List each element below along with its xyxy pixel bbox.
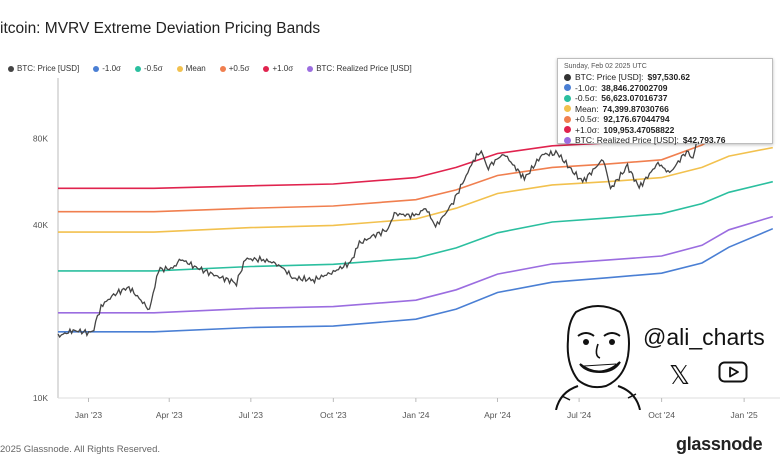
y-tick-label: 10K	[33, 393, 48, 403]
x-tick-label: Apr '24	[484, 410, 511, 420]
legend-item[interactable]: -1.0σ	[93, 64, 121, 73]
series-line-band[interactable]	[58, 120, 773, 213]
x-tick-label: Oct '23	[320, 410, 347, 420]
tooltip-value: 38,846.27002709	[601, 82, 668, 93]
legend-item[interactable]: -0.5σ	[134, 64, 163, 73]
legend-item[interactable]: BTC: Price [USD]	[8, 64, 79, 73]
tooltip-label: -0.5σ:	[575, 93, 598, 103]
tooltip-dot-icon	[564, 126, 571, 134]
tooltip-label: +0.5σ:	[575, 114, 600, 124]
series-line-band[interactable]	[58, 227, 774, 333]
legend-dot-icon	[93, 65, 100, 72]
legend-dot-icon	[307, 65, 314, 72]
watermark	[548, 300, 780, 411]
legend-label: -0.5σ	[143, 64, 163, 73]
chart-legend: BTC: Price [USD] -1.0σ -0.5σ Mean +0.5σ +1.0σ…	[8, 64, 412, 73]
tooltip-dot-icon	[564, 136, 571, 144]
tooltip-dot-icon	[564, 94, 571, 102]
tooltip-value: 109,953.47058822	[603, 124, 675, 135]
legend-dot-icon	[263, 65, 270, 72]
glassnode-logo: glassnode	[676, 434, 763, 454]
tooltip-label: BTC: Realized Price [USD]:	[575, 135, 679, 145]
tooltip-row: Mean: 74,399.87030766	[564, 104, 766, 115]
legend-label: +1.0σ	[272, 64, 294, 73]
legend-dot-icon	[176, 65, 183, 72]
legend-label: BTC: Price [USD]	[17, 64, 80, 73]
x-logo-icon: 𝕏	[669, 360, 690, 390]
legend-item[interactable]: +0.5σ	[219, 64, 250, 73]
series-line-band[interactable]	[58, 180, 773, 272]
legend-label: -1.0σ	[102, 64, 121, 73]
x-tick-label: Oct '24	[648, 410, 675, 420]
copyright-footer: 2025 Glassnode. All Rights Reserved.	[0, 444, 161, 455]
y-tick-label: 40K	[33, 220, 48, 230]
tooltip-row: +0.5σ: 92,176.67044794	[564, 114, 766, 125]
tooltip-value: 92,176.67044794	[603, 114, 670, 124]
x-tick-label: Jan '25	[731, 410, 758, 420]
x-tick-label: Apr '23	[156, 410, 183, 420]
watermark-handle: @ali_charts	[643, 324, 765, 350]
series-line-btc-price[interactable]	[57, 100, 774, 339]
legend-label: +0.5σ	[228, 64, 250, 73]
tooltip-row: -1.0σ: 38,846.27002709	[564, 83, 766, 94]
tooltip-date: Sunday, Feb 02 2025 UTC	[564, 63, 647, 70]
tooltip-row: +1.0σ: 109,953.47058822	[564, 125, 766, 136]
x-tick-label: Jul '23	[239, 410, 264, 420]
chart-title: itcoin: MVRV Extreme Deviation Pricing B…	[0, 20, 321, 37]
legend-label: BTC: Realized Price [USD]	[316, 64, 412, 73]
legend-dot-icon	[8, 65, 14, 72]
tooltip-dot-icon	[564, 73, 571, 81]
legend-item[interactable]: +1.0σ	[263, 64, 293, 73]
tooltip-label: +1.0σ:	[575, 124, 600, 135]
legend-label: Mean	[185, 64, 206, 73]
tooltip-value: 56,623.07016737	[601, 93, 668, 103]
series-line-band[interactable]	[58, 215, 774, 314]
cartoon-face-icon	[555, 305, 641, 411]
youtube-icon	[718, 361, 748, 383]
tooltip-value: $42,793.76	[682, 135, 726, 145]
tooltip-dot-icon	[564, 84, 571, 92]
x-tick-label: Jan '24	[402, 410, 429, 420]
x-tick-label: Jan '23	[75, 410, 102, 420]
series-line-band[interactable]	[58, 146, 773, 233]
tooltip-label: BTC: Price [USD]:	[575, 72, 644, 82]
legend-item[interactable]: Mean	[176, 64, 206, 73]
x-tick-label: Jul '24	[567, 410, 592, 420]
legend-dot-icon	[219, 65, 226, 72]
chart-tooltip: Sunday, Feb 02 2025 UTC BTC: Price [USD]…	[557, 58, 773, 146]
tooltip-label: -1.0σ:	[575, 82, 598, 93]
y-tick-label: 80K	[33, 134, 48, 144]
tooltip-value: $97,530.62	[647, 72, 691, 82]
tooltip-label: Mean:	[575, 103, 599, 114]
tooltip-dot-icon	[564, 115, 571, 123]
tooltip-dot-icon	[564, 105, 571, 113]
tooltip-row: BTC: Realized Price [USD]: $42,793.76	[564, 135, 766, 146]
tooltip-row: -0.5σ: 56,623.07016737	[564, 93, 766, 104]
legend-dot-icon	[134, 65, 141, 72]
tooltip-value: 74,399.87030766	[602, 103, 669, 114]
tooltip-row: BTC: Price [USD]: $97,530.62	[564, 72, 766, 83]
legend-item[interactable]: BTC: Realized Price [USD]	[307, 64, 412, 73]
